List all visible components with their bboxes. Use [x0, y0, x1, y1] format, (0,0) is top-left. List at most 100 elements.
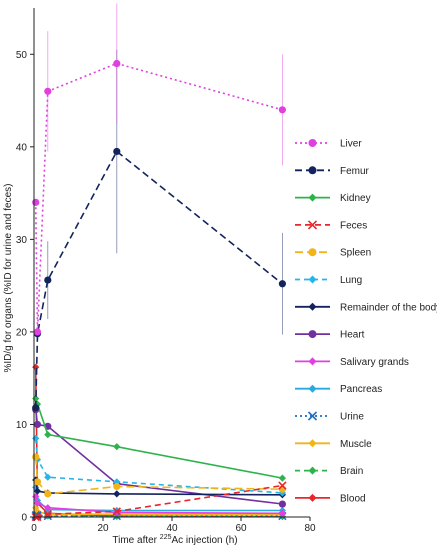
- legend-label: Remainder of the body: [340, 302, 437, 313]
- legend-label: Kidney: [340, 193, 371, 204]
- series-line: [34, 438, 283, 494]
- data-point: [32, 404, 40, 412]
- data-point: [44, 431, 52, 439]
- data-point: [113, 478, 121, 486]
- data-point: [278, 106, 286, 114]
- legend-marker: [308, 493, 317, 502]
- series-heart: [32, 406, 286, 508]
- y-axis-label: %ID/g for organs (%ID for urine and fece…: [3, 184, 14, 373]
- data-point: [278, 474, 286, 482]
- axes: 0 10 20 30 40 50 0 20 40 60 80: [16, 8, 316, 534]
- data-point: [112, 507, 121, 516]
- x-axis-label-suffix: Ac injection (h): [171, 535, 237, 546]
- data-point: [33, 499, 42, 507]
- legend-marker: [308, 439, 317, 448]
- series-line: [34, 479, 283, 496]
- legend-label: Femur: [340, 166, 370, 177]
- data-point: [32, 434, 40, 442]
- legend-marker: [308, 248, 317, 257]
- series-line: [34, 62, 283, 332]
- data-point: [32, 453, 40, 461]
- legend-marker: [307, 220, 318, 230]
- data-point: [44, 87, 52, 95]
- x-axis-label-prefix: Time after: [112, 535, 159, 546]
- y-tick-label: 10: [16, 420, 28, 431]
- legend-item: Urine: [295, 411, 364, 423]
- series-remainder-of-the-body: [32, 476, 286, 499]
- legend-label: Spleen: [340, 248, 371, 259]
- data-point: [278, 280, 286, 288]
- legend-marker: [308, 275, 317, 284]
- legend-marker: [307, 411, 318, 421]
- data-point: [278, 500, 286, 508]
- data-point: [33, 420, 42, 429]
- legend-item: Muscle: [295, 439, 372, 450]
- data-point: [113, 482, 121, 491]
- legend-marker: [308, 330, 317, 339]
- y-tick-label: 50: [16, 50, 28, 61]
- data-point: [32, 363, 40, 371]
- data-point: [113, 59, 121, 68]
- legend-item: Pancreas: [295, 384, 382, 395]
- y-tick-label: 20: [16, 327, 28, 338]
- data-point: [113, 443, 121, 451]
- data-point: [113, 147, 121, 156]
- y-tick-label: 0: [21, 513, 27, 524]
- data-point: [33, 328, 42, 336]
- legend-marker: [308, 139, 317, 147]
- legend-item: Femur: [295, 166, 370, 177]
- legend-marker: [308, 193, 317, 202]
- legend-item: Spleen: [295, 248, 371, 259]
- plot-area: [31, 3, 287, 522]
- legend-label: Liver: [340, 139, 362, 150]
- data-point: [33, 487, 42, 495]
- series-kidney: [32, 394, 286, 482]
- legend-item: Lung: [295, 275, 362, 286]
- series-line: [34, 409, 283, 505]
- legend-item: Remainder of the body: [295, 302, 437, 313]
- data-point: [44, 473, 52, 481]
- legend-label: Urine: [340, 412, 364, 423]
- data-point: [44, 504, 52, 512]
- legend-label: Brain: [340, 466, 363, 477]
- legend-marker: [308, 384, 317, 393]
- legend: Liver Femur Kidney Feces Spleen Lung Remainder…: [295, 139, 437, 504]
- legend-item: Feces: [295, 220, 367, 231]
- data-point: [278, 481, 287, 490]
- data-point: [44, 276, 52, 284]
- x-tick-label: 60: [235, 523, 247, 534]
- data-point: [33, 507, 42, 516]
- series-line: [34, 150, 283, 408]
- legend-marker: [308, 466, 317, 475]
- x-axis-label: Time after 225Ac injection (h): [112, 534, 237, 546]
- legend-marker: [308, 166, 317, 175]
- x-tick-label: 40: [166, 523, 178, 534]
- x-tick-label: 80: [304, 523, 316, 534]
- legend-item: Liver: [295, 139, 362, 150]
- y-tick-label: 30: [16, 235, 28, 246]
- data-point: [32, 504, 40, 512]
- x-tick-label: 0: [31, 523, 37, 534]
- legend-item: Heart: [295, 330, 365, 341]
- legend-item: Brain: [295, 466, 363, 477]
- y-tick-label: 40: [16, 142, 28, 153]
- x-tick-label: 20: [97, 523, 109, 534]
- legend-label: Pancreas: [340, 384, 382, 395]
- series-liver: [32, 3, 286, 336]
- legend-label: Blood: [340, 493, 366, 504]
- legend-item: Salivary grands: [295, 357, 409, 368]
- series-blood: [32, 363, 286, 521]
- data-point: [33, 478, 42, 486]
- legend-marker: [308, 357, 317, 366]
- data-point: [278, 509, 286, 517]
- data-point: [44, 490, 52, 498]
- legend-label: Muscle: [340, 439, 372, 450]
- data-point: [278, 489, 286, 497]
- legend-item: Blood: [295, 493, 366, 504]
- legend-label: Lung: [340, 275, 362, 286]
- legend-label: Heart: [340, 330, 365, 341]
- legend-marker: [308, 302, 317, 311]
- series-line: [34, 398, 283, 479]
